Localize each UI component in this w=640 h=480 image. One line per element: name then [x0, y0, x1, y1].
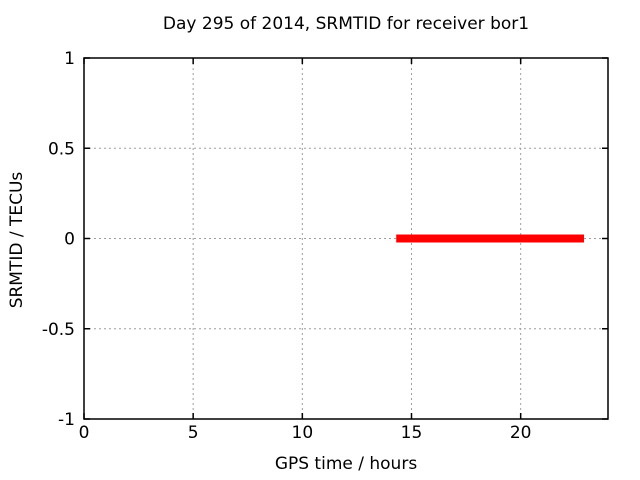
x-tick-label: 0 [79, 423, 90, 443]
y-tick-label: 0 [64, 230, 75, 250]
axis-tick-layer [83, 57, 608, 420]
y-tick-label: 0.5 [48, 139, 75, 159]
x-tick-label: 20 [510, 423, 532, 443]
x-axis-label: GPS time / hours [275, 454, 418, 474]
x-tick-label: 15 [401, 423, 423, 443]
x-tick-label: 10 [292, 423, 314, 443]
y-tick-label: -1 [58, 410, 75, 430]
tick-label-layer: 0 5 10 15 20 -1 -0.5 0 0.5 1 [42, 49, 532, 443]
y-tick-label: -0.5 [42, 320, 75, 340]
x-tick-label: 5 [188, 423, 199, 443]
y-tick-label: 1 [64, 49, 75, 69]
y-axis-label: SRMTID / TECUs [7, 172, 27, 309]
chart-title: Day 295 of 2014, SRMTID for receiver bor… [163, 14, 529, 34]
